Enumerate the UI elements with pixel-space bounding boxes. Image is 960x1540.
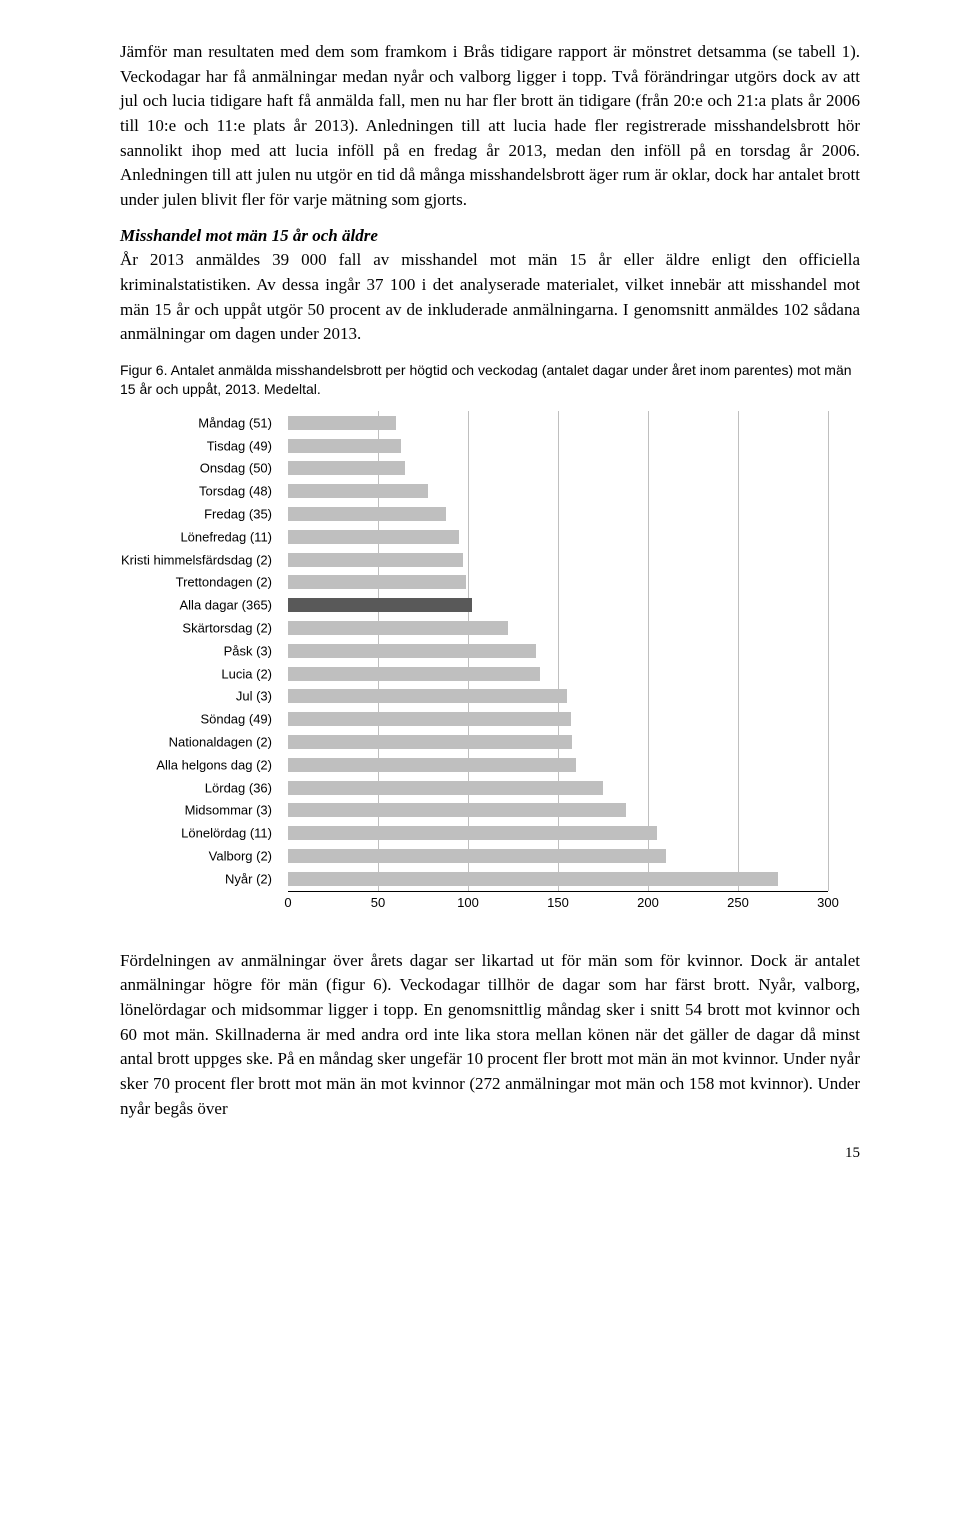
chart-gridline — [738, 411, 739, 891]
chart-bar — [288, 575, 466, 589]
figure-caption: Figur 6. Antalet anmälda misshandelsbrot… — [120, 361, 860, 399]
chart-y-label: Lördag (36) — [205, 780, 272, 795]
chart-gridline — [558, 411, 559, 891]
chart-x-tick-label: 50 — [371, 895, 385, 910]
chart-bar — [288, 712, 571, 726]
chart-y-label: Tisdag (49) — [207, 438, 272, 453]
chart-bar — [288, 553, 463, 567]
chart-x-tick-label: 300 — [817, 895, 839, 910]
chart-bar — [288, 689, 567, 703]
chart-x-tick-label: 250 — [727, 895, 749, 910]
chart-bar — [288, 849, 666, 863]
chart-x-tick-label: 200 — [637, 895, 659, 910]
chart-x-tick-label: 150 — [547, 895, 569, 910]
chart-y-label: Söndag (49) — [200, 712, 272, 727]
chart-bar — [288, 530, 459, 544]
chart-bar — [288, 872, 778, 886]
paragraph-3: Fördelningen av anmälningar över årets d… — [120, 949, 860, 1121]
paragraph-1: Jämför man resultaten med dem som framko… — [120, 40, 860, 212]
chart-bar — [288, 598, 472, 612]
chart-x-tick-label: 100 — [457, 895, 479, 910]
chart-y-label: Trettondagen (2) — [176, 575, 272, 590]
chart-bar — [288, 758, 576, 772]
chart-gridline — [828, 411, 829, 891]
chart-bar — [288, 644, 536, 658]
chart-bar — [288, 803, 626, 817]
chart-y-label: Alla dagar (365) — [180, 598, 273, 613]
chart-bar — [288, 461, 405, 475]
chart-y-label: Skärtorsdag (2) — [182, 621, 272, 636]
chart-plot-area — [288, 411, 828, 892]
document-page: Jämför man resultaten med dem som framko… — [0, 0, 960, 1202]
chart-y-label: Påsk (3) — [224, 643, 272, 658]
chart-y-label: Jul (3) — [236, 689, 272, 704]
chart-y-label: Fredag (35) — [204, 507, 272, 522]
chart-y-label: Lönelördag (11) — [181, 826, 272, 841]
chart-bar — [288, 735, 572, 749]
chart-bar — [288, 416, 396, 430]
chart-y-label: Alla helgons dag (2) — [156, 757, 272, 772]
chart-bar — [288, 484, 428, 498]
chart-y-label: Torsdag (48) — [199, 484, 272, 499]
bar-chart: Måndag (51) Tisdag (49) Onsdag (50) Torsdag… — [120, 411, 860, 931]
chart-y-label: Valborg (2) — [209, 849, 272, 864]
chart-y-label: Måndag (51) — [198, 415, 272, 430]
paragraph-2: År 2013 anmäldes 39 000 fall av misshand… — [120, 248, 860, 347]
chart-bar — [288, 667, 540, 681]
chart-y-label: Midsommar (3) — [185, 803, 272, 818]
chart-bar — [288, 781, 603, 795]
chart-bar — [288, 826, 657, 840]
chart-bar — [288, 507, 446, 521]
chart-bar — [288, 439, 401, 453]
chart-y-label: Lönefredag (11) — [180, 529, 272, 544]
page-number: 15 — [120, 1145, 860, 1162]
chart-y-label: Nyår (2) — [225, 871, 272, 886]
chart-y-label: Kristi himmelsfärdsdag (2) — [121, 552, 272, 567]
chart-y-label: Lucia (2) — [221, 666, 272, 681]
chart-gridline — [648, 411, 649, 891]
section-subheading: Misshandel mot män 15 år och äldre — [120, 226, 860, 246]
chart-y-label: Onsdag (50) — [200, 461, 272, 476]
chart-x-tick-label: 0 — [284, 895, 291, 910]
chart-bar — [288, 621, 508, 635]
chart-y-label: Nationaldagen (2) — [169, 735, 272, 750]
